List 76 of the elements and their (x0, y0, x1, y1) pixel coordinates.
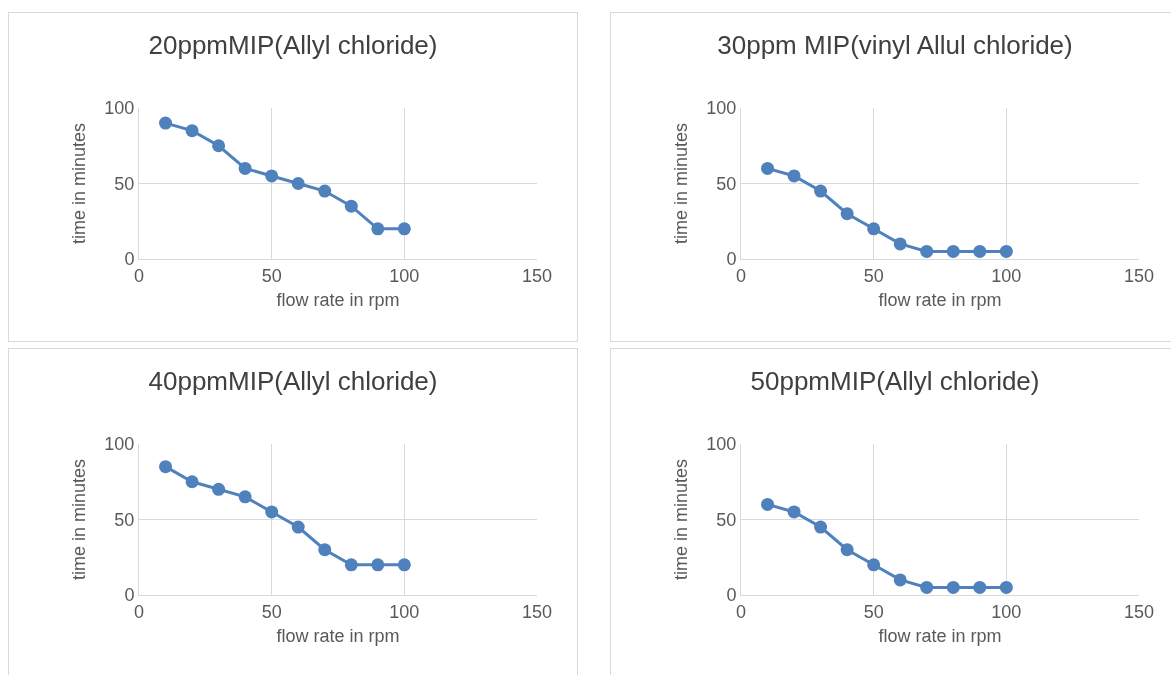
point (840, 543, 854, 557)
x-axis-title: flow rate in rpm (276, 625, 400, 646)
y-tick-label: 0 (726, 585, 737, 606)
y-tick-label: 50 (114, 173, 135, 194)
point (973, 580, 987, 594)
point (761, 161, 775, 175)
point (893, 573, 907, 587)
chart-title: 20ppmMIP(Allyl chloride) (148, 30, 438, 61)
chart-title: 40ppmMIP(Allyl chloride) (148, 366, 438, 397)
x-tick-label: 150 (1123, 265, 1155, 286)
point (920, 244, 934, 258)
y-tick-label: 100 (104, 98, 135, 119)
point (814, 520, 828, 534)
point (185, 124, 199, 138)
point (867, 558, 881, 572)
x-tick-label: 150 (521, 601, 553, 622)
y-tick-label: 50 (716, 173, 737, 194)
point (371, 222, 385, 236)
y-axis-title: time in minutes (68, 122, 89, 245)
x-tick-label: 150 (1123, 601, 1155, 622)
x-axis-title: flow rate in rpm (878, 289, 1002, 310)
y-tick-label: 0 (124, 249, 135, 270)
y-tick-label: 100 (104, 434, 135, 455)
x-axis-title: flow rate in rpm (276, 289, 400, 310)
point (840, 207, 854, 221)
y-tick-label: 100 (706, 434, 737, 455)
point (238, 161, 252, 175)
point (318, 184, 332, 198)
x-tick-label: 100 (389, 265, 420, 286)
chart-title: 50ppmMIP(Allyl chloride) (750, 366, 1040, 397)
point (946, 580, 960, 594)
point (999, 580, 1013, 594)
point (318, 543, 332, 557)
point (291, 177, 305, 190)
x-tick-label: 50 (863, 601, 884, 622)
point (265, 505, 279, 519)
y-axis-title: time in minutes (68, 458, 89, 581)
x-tick-label: 50 (261, 265, 282, 286)
point (397, 222, 411, 236)
point (265, 169, 279, 183)
point (814, 184, 828, 198)
y-tick-label: 0 (124, 585, 135, 606)
x-tick-label: 150 (521, 265, 553, 286)
y-tick-label: 0 (726, 249, 737, 270)
x-tick-label: 100 (991, 265, 1022, 286)
y-tick-label: 100 (706, 98, 737, 119)
point (946, 244, 960, 258)
x-tick-label: 50 (863, 265, 884, 286)
x-tick-label: 100 (991, 601, 1022, 622)
y-tick-label: 50 (114, 509, 135, 530)
point (867, 222, 881, 236)
x-tick-label: 50 (261, 601, 282, 622)
point (238, 490, 252, 504)
point (212, 139, 226, 153)
y-axis-title: time in minutes (670, 122, 691, 245)
point (973, 244, 987, 258)
point (761, 497, 775, 511)
point (893, 237, 907, 251)
point (159, 116, 173, 130)
point (787, 505, 801, 519)
point (397, 558, 411, 572)
chart-title: 30ppm MIP(vinyl Allul chloride) (717, 30, 1073, 61)
x-axis-title: flow rate in rpm (878, 625, 1002, 646)
point (185, 475, 199, 489)
point (212, 482, 226, 496)
point (787, 169, 801, 183)
point (159, 460, 173, 474)
y-tick-label: 50 (716, 509, 737, 530)
point (344, 199, 358, 213)
point (999, 244, 1013, 258)
y-axis-title: time in minutes (670, 458, 691, 581)
point (371, 558, 385, 572)
point (920, 580, 934, 594)
x-tick-label: 100 (389, 601, 420, 622)
point (291, 520, 305, 534)
point (344, 558, 358, 572)
